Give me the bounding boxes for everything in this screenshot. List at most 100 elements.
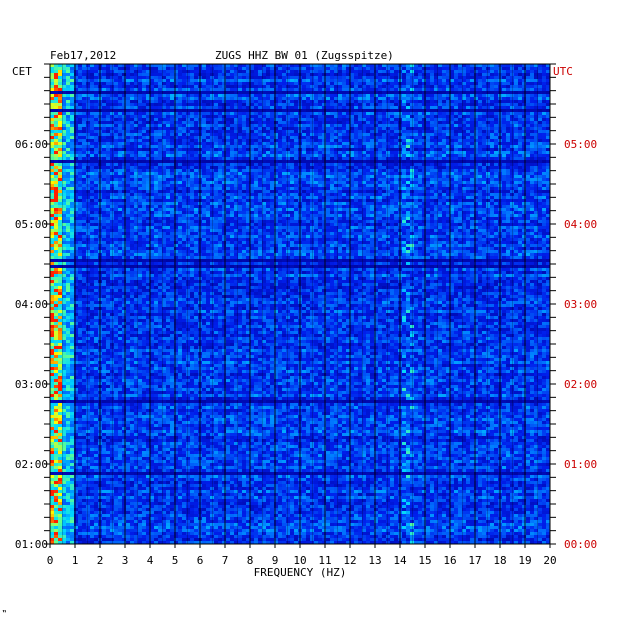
heatmap-cell (226, 106, 230, 109)
heatmap-cell (50, 109, 54, 112)
heatmap-cell (142, 160, 146, 163)
heatmap-cell (326, 76, 330, 79)
heatmap-cell (470, 97, 474, 100)
heatmap-cell (270, 160, 274, 163)
heatmap-cell (174, 166, 178, 169)
heatmap-cell (378, 175, 382, 178)
heatmap-cell (406, 94, 410, 97)
heatmap-cell (166, 130, 170, 133)
heatmap-cell (402, 145, 406, 148)
heatmap-cell (66, 166, 70, 169)
heatmap-cell (218, 79, 222, 82)
heatmap-cell (54, 97, 58, 100)
heatmap-cell (482, 79, 486, 82)
heatmap-cell (490, 154, 494, 157)
heatmap-cell (310, 97, 314, 100)
heatmap-cell (470, 73, 474, 76)
heatmap-cell (78, 169, 82, 172)
heatmap-cell (306, 109, 310, 112)
heatmap-cell (262, 175, 266, 178)
heatmap-cell (114, 121, 118, 124)
heatmap-cell (210, 121, 214, 124)
heatmap-cell (62, 94, 66, 97)
heatmap-cell (158, 100, 162, 103)
heatmap-cell (122, 118, 126, 121)
heatmap-cell (314, 148, 318, 151)
heatmap-cell (330, 109, 334, 112)
heatmap-cell (190, 106, 194, 109)
heatmap-cell (534, 67, 538, 70)
heatmap-cell (502, 136, 506, 139)
heatmap-cell (182, 79, 186, 82)
heatmap-cell (70, 181, 74, 184)
heatmap-cell (214, 175, 218, 178)
heatmap-cell (494, 130, 498, 133)
heatmap-cell (426, 88, 430, 91)
heatmap-cell (262, 130, 266, 133)
heatmap-cell (246, 178, 250, 181)
heatmap-cell (394, 100, 398, 103)
heatmap-cell (74, 124, 78, 127)
heatmap-cell (430, 154, 434, 157)
heatmap-cell (174, 73, 178, 76)
heatmap-cell (502, 166, 506, 169)
heatmap-cell (194, 163, 198, 166)
heatmap-cell (146, 76, 150, 79)
heatmap-cell (410, 88, 414, 91)
heatmap-cell (102, 151, 106, 154)
heatmap-cell (522, 76, 526, 79)
heatmap-cell (194, 112, 198, 115)
heatmap-cell (262, 103, 266, 106)
heatmap-cell (266, 160, 270, 163)
heatmap-cell (362, 130, 366, 133)
heatmap-cell (518, 151, 522, 154)
heatmap-cell (282, 130, 286, 133)
heatmap-cell (158, 181, 162, 184)
heatmap-cell (78, 130, 82, 133)
heatmap-cell (502, 97, 506, 100)
heatmap-cell (218, 112, 222, 115)
heatmap-cell (334, 103, 338, 106)
heatmap-cell (458, 157, 462, 160)
heatmap-cell (262, 148, 266, 151)
heatmap-cell (146, 181, 150, 184)
heatmap-cell (90, 103, 94, 106)
heatmap-cell (494, 178, 498, 181)
heatmap-cell (362, 160, 366, 163)
heatmap-cell (102, 181, 106, 184)
heatmap-cell (302, 154, 306, 157)
heatmap-cell (254, 103, 258, 106)
heatmap-cell (258, 133, 262, 136)
heatmap-cell (430, 79, 434, 82)
heatmap-cell (86, 106, 90, 109)
heatmap-cell (478, 166, 482, 169)
heatmap-cell (430, 97, 434, 100)
heatmap-cell (454, 64, 458, 67)
heatmap-cell (130, 70, 134, 73)
heatmap-cell (374, 160, 378, 163)
heatmap-cell (234, 103, 238, 106)
heatmap-cell (318, 109, 322, 112)
heatmap-cell (206, 118, 210, 121)
heatmap-cell (58, 148, 62, 151)
heatmap-cell (426, 139, 430, 142)
heatmap-cell (514, 148, 518, 151)
heatmap-cell (442, 97, 446, 100)
heatmap-cell (190, 172, 194, 175)
heatmap-cell (186, 130, 190, 133)
heatmap-cell (294, 163, 298, 166)
heatmap-cell (134, 181, 138, 184)
heatmap-cell (110, 100, 114, 103)
heatmap-cell (170, 82, 174, 85)
heatmap-cell (370, 136, 374, 139)
heatmap-cell (126, 163, 130, 166)
heatmap-cell (342, 67, 346, 70)
heatmap-cell (394, 142, 398, 145)
heatmap-cell (54, 139, 58, 142)
heatmap-cell (462, 115, 466, 118)
heatmap-cell (334, 181, 338, 184)
heatmap-cell (94, 97, 98, 100)
heatmap-cell (402, 118, 406, 121)
heatmap-cell (138, 145, 142, 148)
heatmap-cell (350, 172, 354, 175)
